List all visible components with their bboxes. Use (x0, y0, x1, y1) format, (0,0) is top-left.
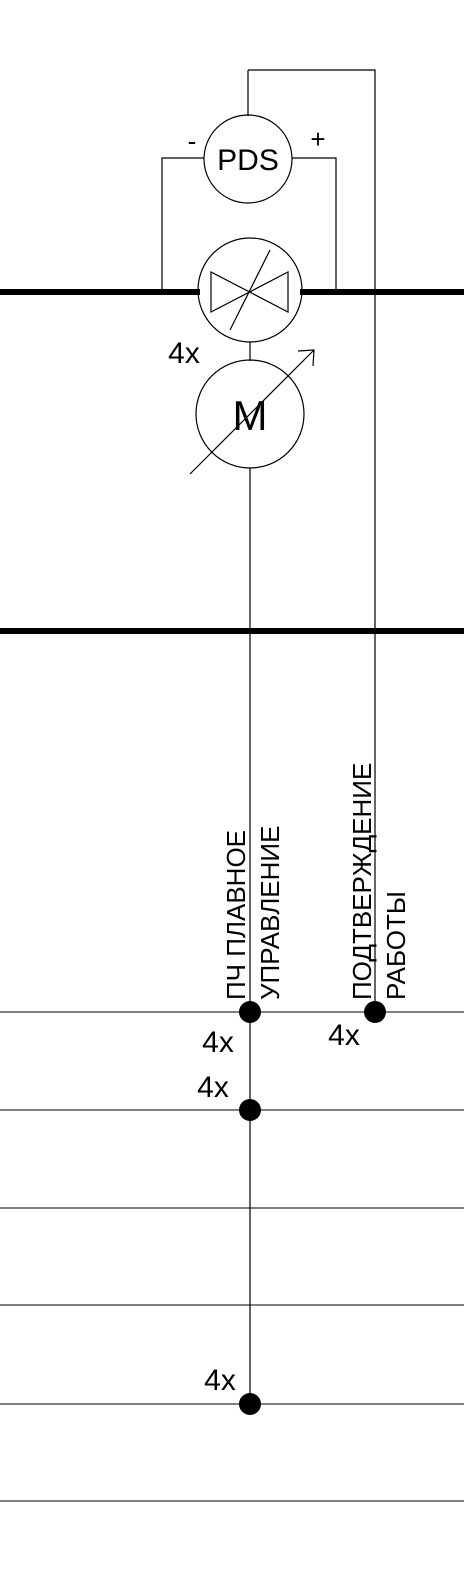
motor-adjust-arrow (189, 349, 315, 475)
confirmation-label-line1: ПОДТВЕРЖДЕНИЕ (347, 763, 377, 1000)
confirmation-signal-wire (248, 69, 376, 1012)
multiplier-label: 4x (328, 1019, 360, 1052)
junction-dot (239, 1099, 261, 1121)
motor: M 4x (168, 337, 315, 475)
confirmation-label-line2: РАБОТЫ (381, 891, 411, 1000)
pds-plus-label: + (310, 124, 325, 154)
motor-quantity-label: 4x (168, 337, 200, 370)
soft-control-label-line1: ПЧ ПЛАВНОЕ (221, 830, 251, 1000)
pds-minus-tube (161, 157, 204, 292)
damper-blade (229, 249, 271, 331)
pds-sensor: PDS - + (161, 70, 337, 292)
pds-label: PDS (217, 144, 279, 177)
junction-dot (364, 1001, 386, 1023)
motor-adjust-arrowhead (297, 349, 315, 367)
soft-control-label-line2: УПРАВЛЕНИЕ (255, 826, 285, 1000)
pds-minus-label: - (188, 126, 197, 156)
junction-dot (239, 1001, 261, 1023)
damper-actuator-icon (210, 271, 289, 313)
damper (197, 237, 303, 343)
junction-dot (239, 1393, 261, 1415)
multiplier-label: 4x (202, 1026, 234, 1059)
motor-label: M (233, 392, 268, 439)
pds-plus-tube (292, 157, 337, 292)
multiplier-label: 4x (197, 1071, 229, 1104)
multiplier-label: 4x (204, 1364, 236, 1397)
